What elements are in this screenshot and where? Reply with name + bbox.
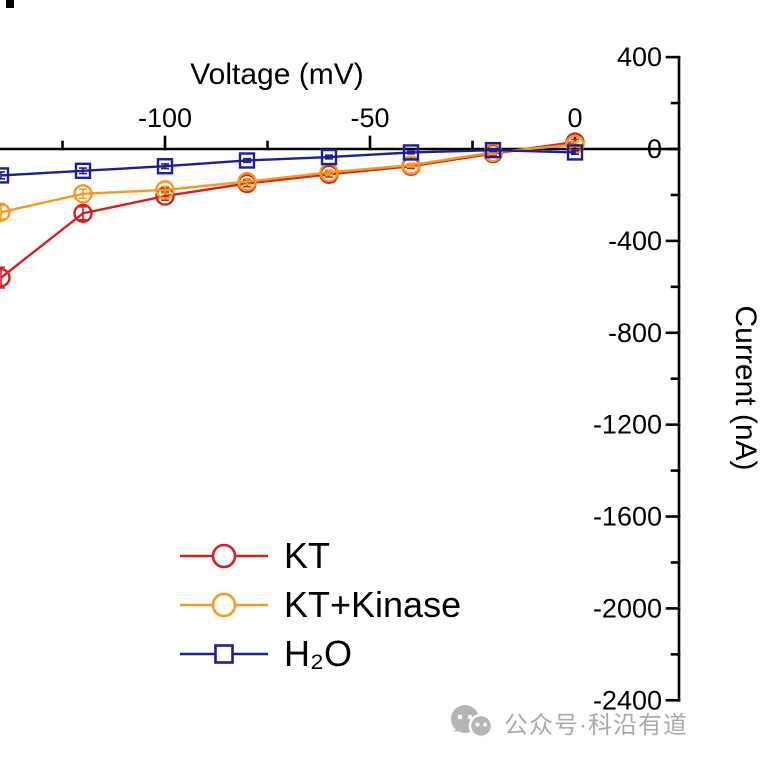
legend-label: KT	[284, 534, 331, 576]
y-tick-label: -2000	[593, 593, 662, 623]
error-bar	[489, 147, 497, 153]
legend: KT KT+Kinase H₂O	[178, 531, 461, 678]
series-3	[0, 141, 584, 184]
data-point	[484, 141, 502, 159]
error-bar	[325, 154, 333, 160]
x-tick-label: 0	[567, 103, 582, 133]
watermark: 公众号·科沿有道	[448, 703, 688, 741]
error-bar	[79, 167, 87, 175]
error-bar	[79, 188, 87, 200]
data-point	[0, 267, 11, 288]
data-point	[74, 162, 92, 180]
error-bar	[243, 157, 251, 164]
error-bar	[325, 169, 333, 176]
data-point	[73, 184, 93, 204]
series-line	[0, 140, 576, 279]
cropped-edge-mark	[6, 0, 14, 8]
series-layer	[0, 132, 585, 289]
error-bar	[161, 163, 169, 170]
data-point	[320, 148, 338, 166]
y-tick-label: -800	[608, 318, 662, 348]
legend-marker	[211, 592, 237, 617]
wechat-icon	[451, 705, 494, 739]
legend-marker	[211, 543, 237, 568]
series-line	[0, 148, 576, 177]
error-bar	[161, 185, 169, 195]
data-point	[73, 203, 93, 224]
error-bar	[79, 206, 87, 221]
y-tick-label: -1600	[593, 502, 662, 532]
data-point	[237, 171, 257, 192]
data-point	[0, 202, 11, 222]
x-tick-label: -100	[138, 103, 192, 133]
error-bar	[407, 150, 415, 155]
y-tick-label: -1200	[593, 410, 662, 440]
data-point	[0, 167, 10, 184]
y-tick-label: 400	[617, 42, 662, 72]
legend-marker	[214, 643, 234, 664]
data-point	[401, 155, 421, 175]
legend-marker-icon	[180, 543, 268, 568]
data-point	[155, 180, 175, 200]
y-tick-label: -400	[608, 226, 662, 256]
series-line	[0, 143, 576, 214]
legend-marker-icon	[180, 643, 268, 664]
legend-item-1: KT	[178, 531, 461, 580]
error-bar	[243, 178, 251, 186]
y-axis-title: Current (nA)	[729, 305, 762, 470]
legend-item-2: KT+Kinase	[178, 580, 461, 629]
tick-label-layer: -100 -50 0 400 0 -400 -800 -1200 -1600 -2000 -2400	[138, 42, 662, 715]
data-point	[402, 144, 420, 161]
error-bar	[0, 266, 5, 289]
legend-label: H₂O	[284, 632, 352, 674]
error-bar	[571, 149, 579, 156]
error-bar	[407, 162, 415, 168]
legend-label: KT+Kinase	[284, 583, 462, 625]
legend-marker-icon	[180, 592, 268, 617]
data-point	[156, 158, 174, 175]
data-point	[238, 152, 256, 169]
legend-item-3: H₂O	[178, 629, 461, 678]
x-axis-title: Voltage (mV)	[190, 58, 363, 91]
error-bar	[0, 171, 5, 180]
y-tick-label: -2400	[593, 685, 662, 715]
watermark-text: 公众号·科沿有道	[504, 711, 688, 739]
data-point	[566, 144, 584, 161]
y-tick-label: 0	[647, 134, 662, 164]
series-2	[0, 134, 585, 222]
x-tick-label: -50	[350, 103, 389, 133]
